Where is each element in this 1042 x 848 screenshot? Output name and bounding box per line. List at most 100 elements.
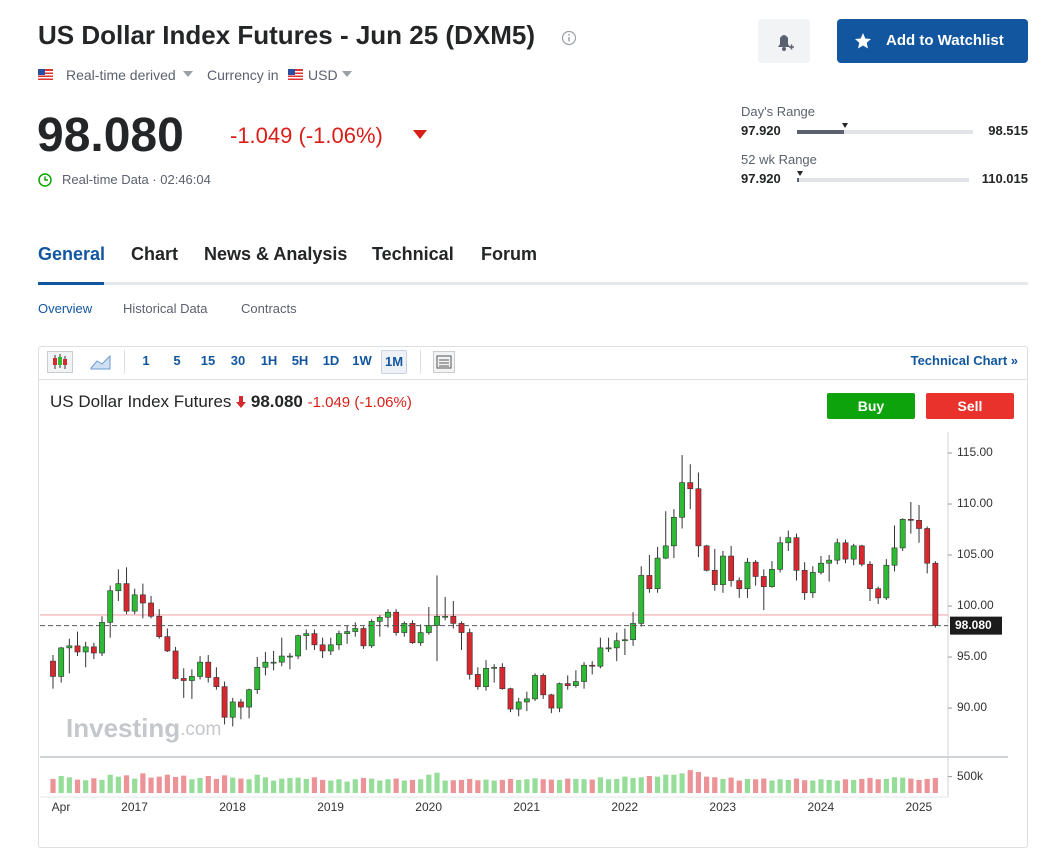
candle-body: [229, 701, 236, 718]
candle-body: [115, 583, 122, 592]
range-track: [797, 178, 969, 182]
volume-bar: [507, 778, 514, 793]
candle: [556, 682, 563, 713]
candle: [907, 501, 914, 534]
candle-body: [295, 635, 301, 657]
volume-bar: [532, 778, 538, 793]
tab[interactable]: General: [38, 244, 106, 264]
candle-body: [752, 561, 759, 577]
candle-body: [107, 590, 114, 623]
add-watchlist-button[interactable]: Add to Watchlist: [837, 19, 1028, 63]
us-flag: [288, 69, 303, 80]
chart-title: US Dollar Index Futures: [50, 392, 232, 411]
x-tick-label: 2022: [611, 800, 638, 814]
interval[interactable]: 1D: [322, 353, 340, 368]
candle: [466, 628, 473, 680]
area-type-icon[interactable]: [90, 353, 112, 371]
volume-bar: [295, 777, 301, 793]
candle-body: [515, 701, 522, 710]
info-icon[interactable]: [561, 30, 577, 46]
tab[interactable]: News & Analysis: [204, 244, 348, 264]
settings-icon[interactable]: [433, 351, 455, 373]
candle-body: [74, 645, 81, 653]
candle-body: [834, 542, 841, 561]
tab[interactable]: Technical: [372, 244, 454, 264]
interval[interactable]: 1M: [381, 350, 407, 374]
candle-body: [736, 580, 743, 590]
volume-bar: [418, 779, 424, 793]
interval[interactable]: 15: [200, 353, 216, 368]
volume-bar: [605, 779, 612, 793]
volume-tick-label: 500k: [957, 769, 984, 783]
interval[interactable]: 1: [142, 353, 150, 368]
candle-body: [671, 516, 677, 547]
candle: [409, 620, 416, 644]
sub-tab[interactable]: Historical Data: [123, 301, 208, 316]
volume-bar: [262, 777, 269, 793]
candle-body: [344, 631, 351, 634]
candle: [589, 661, 596, 675]
candle-body: [270, 661, 277, 664]
candle-body: [123, 583, 130, 612]
sub-tab[interactable]: Overview: [38, 301, 93, 316]
candle: [711, 548, 718, 591]
candle: [50, 655, 56, 689]
volume-bar: [434, 772, 440, 793]
technical-chart-link[interactable]: Technical Chart »: [910, 353, 1018, 368]
volume-bar: [221, 775, 228, 793]
sell-button[interactable]: Sell: [926, 393, 1014, 419]
candle: [899, 518, 906, 551]
volume-bar: [638, 777, 644, 793]
candle: [66, 638, 73, 674]
source-label[interactable]: Real-time derived: [66, 67, 176, 83]
candle-body: [523, 698, 530, 703]
candle-body: [507, 688, 514, 710]
volume-bar: [908, 778, 914, 793]
candle-body: [654, 557, 661, 590]
interval[interactable]: 5H: [291, 353, 309, 368]
candle-body: [826, 559, 833, 564]
volume-bar: [238, 778, 244, 793]
candle: [572, 670, 579, 688]
candle-type-icon[interactable]: [47, 351, 73, 373]
volume-bar: [851, 779, 857, 793]
volume-bar: [213, 778, 219, 793]
candle-body: [858, 545, 865, 565]
volume-bar: [99, 779, 105, 793]
candle: [654, 546, 661, 593]
volume-bar: [834, 780, 840, 793]
volume-bar: [573, 778, 579, 793]
dropdown-caret: [183, 71, 193, 77]
volume-bar: [74, 779, 81, 793]
candle: [834, 538, 841, 565]
interval[interactable]: 30: [230, 353, 246, 368]
change-percent: (-1.06%): [298, 123, 383, 148]
volume-bar: [695, 772, 702, 793]
interval[interactable]: 1H: [260, 353, 278, 368]
candle: [523, 691, 530, 712]
tab[interactable]: Chart: [131, 244, 179, 264]
sub-tab[interactable]: Contracts: [241, 301, 297, 316]
candle-body: [907, 519, 914, 521]
interval[interactable]: 5: [173, 353, 181, 368]
candle: [82, 641, 89, 668]
volume-bar: [336, 779, 342, 793]
volume-bar: [859, 778, 865, 793]
currency[interactable]: USD: [308, 67, 338, 83]
volume-bar: [753, 779, 759, 793]
alert-button[interactable]: [758, 19, 810, 63]
candle-body: [646, 575, 653, 590]
candle-body: [385, 611, 391, 618]
volume-bar: [924, 778, 930, 793]
volume-bar: [589, 779, 595, 793]
candle: [687, 464, 694, 510]
buy-button[interactable]: Buy: [827, 393, 915, 419]
tab[interactable]: Forum: [481, 244, 537, 264]
volume-bar: [883, 778, 889, 793]
candle: [671, 509, 677, 559]
interval[interactable]: 1W: [352, 353, 372, 368]
candle-body: [221, 686, 228, 718]
candle: [148, 595, 154, 619]
volume-bar: [818, 779, 824, 793]
volume-bar: [842, 779, 849, 793]
